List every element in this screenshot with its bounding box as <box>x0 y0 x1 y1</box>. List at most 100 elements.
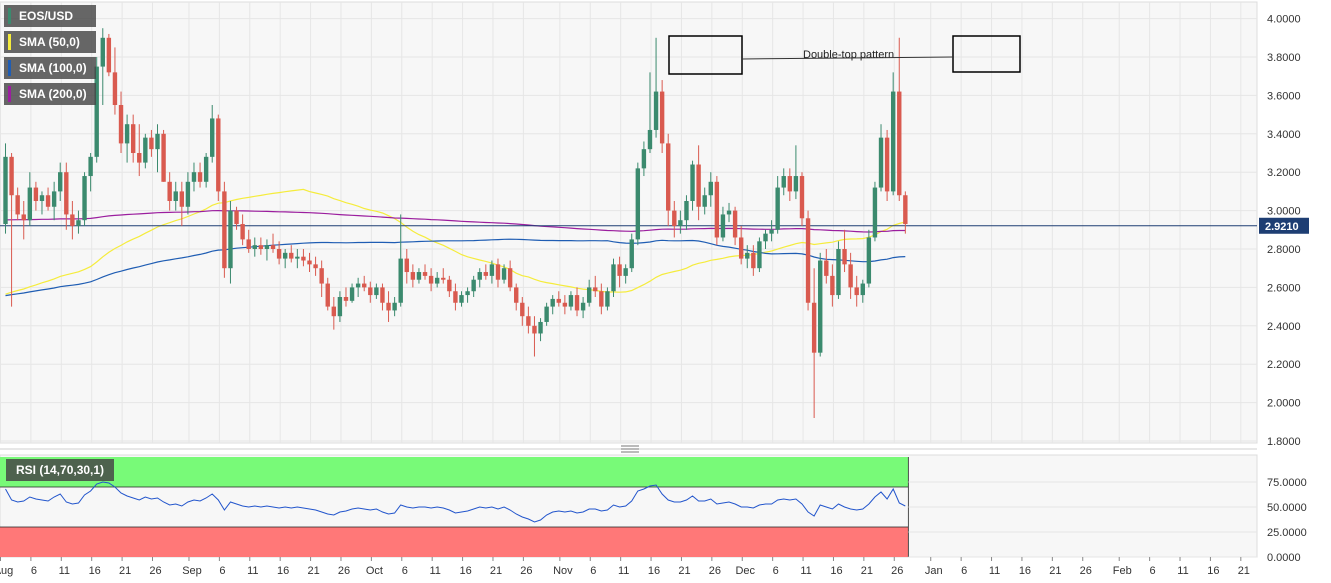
candle-body <box>872 187 878 238</box>
candle-body <box>690 164 695 201</box>
candle-body <box>842 249 847 265</box>
candle-body <box>593 287 598 292</box>
candle-body <box>276 249 282 259</box>
candle-body <box>319 268 324 284</box>
candle-body <box>118 105 124 144</box>
candle-body <box>562 302 568 307</box>
candle-body <box>137 153 142 163</box>
candle-body <box>106 37 112 73</box>
candle-body <box>489 264 495 276</box>
price-tick-label: 2.2000 <box>1267 359 1301 371</box>
candle-body <box>289 252 294 259</box>
candle-body <box>124 124 130 144</box>
candle-body <box>738 237 744 259</box>
time-tick-label: 11 <box>1177 565 1188 577</box>
candle-body <box>155 133 160 150</box>
time-tick-label: 21 <box>119 565 131 577</box>
candle-body <box>897 91 902 196</box>
candle-body <box>264 245 270 249</box>
candle-body <box>252 245 257 249</box>
candle-body <box>580 302 586 311</box>
candle-body <box>659 91 665 144</box>
candle-body <box>76 220 81 226</box>
legend-symbol[interactable]: EOS/USD <box>4 5 96 27</box>
candle-body <box>903 195 908 225</box>
candle-body <box>45 195 51 207</box>
time-tick-label: 16 <box>1019 565 1031 577</box>
rsi-label-text: RSI (14,70,30,1) <box>16 463 105 477</box>
symbol-swatch-icon <box>8 8 11 24</box>
candle-body <box>362 283 367 288</box>
time-tick-label: 6 <box>31 565 37 577</box>
rsi-polyline <box>5 481 906 523</box>
legend-sma-50[interactable]: SMA (50,0) <box>4 31 96 53</box>
candle-body <box>337 297 343 317</box>
candle-body <box>368 287 373 296</box>
time-tick-label: 11 <box>59 565 70 577</box>
time-tick-label: 11 <box>989 565 1000 577</box>
time-tick-label: 6 <box>773 565 779 577</box>
sma-200-line <box>5 209 906 233</box>
candle-body <box>422 272 428 276</box>
time-tick-label: 26 <box>891 565 903 577</box>
candle-body <box>708 181 713 196</box>
candle-body <box>173 191 178 201</box>
candle-body <box>714 181 720 238</box>
time-tick-label: 26 <box>338 565 350 577</box>
time-tick-label: Sep <box>182 565 202 577</box>
candle-body <box>3 156 8 225</box>
time-tick-label: 26 <box>709 565 721 577</box>
legend-sma-100[interactable]: SMA (100,0) <box>4 57 96 79</box>
candle-body <box>666 143 671 211</box>
time-tick-label: 21 <box>1238 565 1250 577</box>
rsi-tick-label: 50.0000 <box>1267 502 1307 514</box>
candle-body <box>532 325 537 334</box>
current-price-tag <box>1259 217 1309 234</box>
time-axis: Aug 6 11 16 21 26 Sep 6 11 16 21 26 Oct 6 11 16 21 26 Nov 6… <box>0 557 1250 577</box>
candle-body <box>404 258 409 273</box>
time-tick-label: 21 <box>307 565 319 577</box>
time-tick-label: 11 <box>429 565 440 577</box>
candle-body <box>21 214 26 221</box>
candle-body <box>343 297 349 301</box>
legend-sma-200[interactable]: SMA (200,0) <box>4 83 96 105</box>
candle-body <box>258 245 264 249</box>
rsi-tick-label: 75.0000 <box>1267 477 1307 489</box>
candle-body <box>428 275 434 284</box>
candle-body <box>890 91 896 192</box>
candle-body <box>313 264 318 269</box>
panel-divider[interactable] <box>0 445 1257 453</box>
time-tick-label: 16 <box>830 565 842 577</box>
candle-body <box>751 252 756 269</box>
current-price-label: 2.9210 <box>1265 221 1299 233</box>
candle-body <box>617 264 622 276</box>
rsi-legend[interactable]: RSI (14,70,30,1) <box>6 459 115 481</box>
candle-body <box>866 237 872 284</box>
time-tick-label: Dec <box>735 565 755 577</box>
candle-body <box>33 187 39 201</box>
candle-body <box>27 187 33 221</box>
candle-body <box>769 229 774 234</box>
candle-body <box>787 176 793 192</box>
candle-body <box>349 287 355 301</box>
price-tick-label: 1.8000 <box>1267 436 1301 448</box>
sma-100-line <box>5 238 906 297</box>
candle-body <box>100 37 105 67</box>
candle-body <box>684 201 689 221</box>
time-tick-label: 16 <box>89 565 101 577</box>
candle-body <box>295 256 300 259</box>
candle-body <box>282 252 288 259</box>
price-tick-label: 3.0000 <box>1267 206 1301 218</box>
price-tick-label: 3.2000 <box>1267 167 1301 179</box>
candle-body <box>824 260 829 276</box>
candle-body <box>574 295 580 311</box>
candle-body <box>240 224 245 240</box>
candle-body <box>82 176 87 221</box>
candle-body <box>246 239 251 249</box>
time-tick-label: 16 <box>648 565 660 577</box>
double-top-box-right <box>952 35 1021 73</box>
candle-body <box>398 258 403 303</box>
candle-body <box>410 272 416 280</box>
candle-body <box>811 302 817 353</box>
price-panel-grid <box>0 2 1257 557</box>
